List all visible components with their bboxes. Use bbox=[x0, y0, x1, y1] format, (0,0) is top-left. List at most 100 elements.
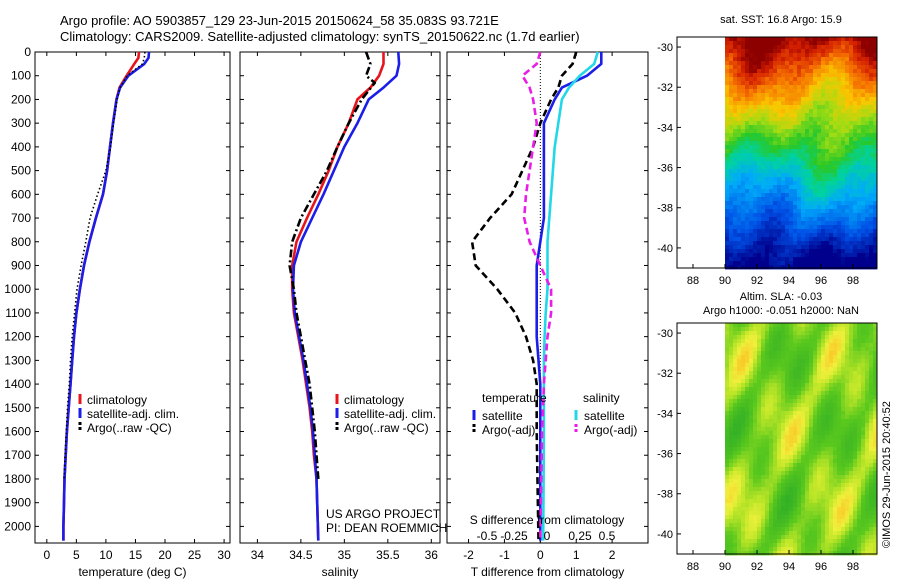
sst-map-xtick-label: 98 bbox=[847, 275, 859, 287]
sst-map-ytick-label: -30 bbox=[657, 42, 673, 54]
sla-map-ytick-label: -34 bbox=[657, 408, 673, 420]
sla-map-xtick-label: 92 bbox=[751, 561, 763, 573]
sla-map-ytick-label: -38 bbox=[657, 489, 673, 501]
depth-tick-label: 200 bbox=[11, 92, 31, 106]
sla-map-xtick-label: 94 bbox=[783, 561, 795, 573]
depth-tick-label: 1800 bbox=[4, 472, 31, 486]
depth-tick-label: 700 bbox=[11, 211, 31, 225]
temperature-xtick-label: 10 bbox=[99, 548, 113, 562]
sla-map-ytick-label: -30 bbox=[657, 328, 673, 340]
salinity-frame bbox=[239, 51, 441, 544]
diff-legend-item: Argo(-adj) bbox=[584, 423, 637, 437]
sst-map-xtick-label: 94 bbox=[783, 275, 795, 287]
depth-tick-label: 1500 bbox=[4, 401, 31, 415]
diff-legend-item: satellite bbox=[482, 409, 523, 423]
temperature-xtick-label: 20 bbox=[158, 548, 172, 562]
header-line-2: Climatology: CARS2009. Satellite-adjuste… bbox=[60, 29, 580, 44]
depth-tick-label: 100 bbox=[11, 69, 31, 83]
temperature-legend-item: Argo(..raw -QC) bbox=[87, 421, 172, 435]
salinity-xtick-label: 34.5 bbox=[289, 548, 313, 562]
sst-map-xtick-label: 90 bbox=[719, 275, 731, 287]
pi-annotation: PI: DEAN ROEMMICH bbox=[326, 521, 447, 535]
depth-tick-label: 400 bbox=[11, 140, 31, 154]
depth-tick-label: 0 bbox=[24, 45, 31, 59]
salinity-xlabel: salinity bbox=[322, 565, 359, 579]
sst-map-ytick-label: -40 bbox=[657, 243, 673, 255]
salinity-xtick-label: 34 bbox=[251, 548, 265, 562]
sst-map-xtick-label: 88 bbox=[687, 275, 699, 287]
depth-tick-label: 1200 bbox=[4, 330, 31, 344]
depth-tick-label: 1600 bbox=[4, 425, 31, 439]
depth-tick-label: 500 bbox=[11, 164, 31, 178]
difference-series-argo-adj- bbox=[470, 51, 578, 541]
depth-tick-label: 1100 bbox=[5, 306, 31, 320]
difference-xtick-label: 1 bbox=[573, 548, 580, 562]
diff-xtick2-label: 0.25 bbox=[568, 529, 592, 543]
sst-map-ytick-label: -36 bbox=[657, 163, 673, 175]
temperature-xtick-label: 5 bbox=[73, 548, 80, 562]
salinity-legend-item: Argo(..raw -QC) bbox=[344, 421, 429, 435]
difference-xtick-label: 2 bbox=[609, 548, 616, 562]
temperature-xlabel: temperature (deg C) bbox=[78, 565, 186, 579]
diff-legend-title-temperature: temperature bbox=[482, 391, 547, 405]
depth-tick-label: 300 bbox=[11, 116, 31, 130]
sst-map-ytick-label: -34 bbox=[657, 122, 673, 134]
depth-tick-label: 800 bbox=[11, 235, 31, 249]
temperature-xtick-label: 15 bbox=[129, 548, 143, 562]
salinity-xtick-label: 35 bbox=[338, 548, 352, 562]
sla-map-ytick-label: -36 bbox=[657, 449, 673, 461]
sst-map-title: sat. SST: 16.8 Argo: 15.9 bbox=[720, 14, 842, 26]
sla-map-ytick-label: -32 bbox=[657, 368, 673, 380]
sst-map-border bbox=[676, 36, 878, 269]
sla-map-title-2: Argo h1000: -0.051 h2000: NaN bbox=[703, 305, 859, 317]
sst-map-xtick-label: 96 bbox=[815, 275, 827, 287]
sst-map-ytick-label: -38 bbox=[657, 203, 673, 215]
sla-map-xtick-label: 96 bbox=[815, 561, 827, 573]
copyright-stamp: ©IMOS 29-Jun-2015 20:40:52 bbox=[881, 401, 893, 548]
salinity-xtick-label: 35.5 bbox=[376, 548, 400, 562]
depth-tick-label: 1000 bbox=[4, 282, 31, 296]
sla-map-xtick-label: 88 bbox=[687, 561, 699, 573]
difference-series-argo-adj- bbox=[521, 51, 553, 541]
diff-xtick2-label: 0.5 bbox=[599, 529, 616, 543]
depth-tick-label: 600 bbox=[11, 187, 31, 201]
salinity-legend-item: climatology bbox=[344, 393, 404, 407]
sst-map-ytick-label: -32 bbox=[657, 82, 673, 94]
depth-tick-label: 2000 bbox=[4, 519, 31, 533]
depth-tick-label: 1700 bbox=[4, 448, 31, 462]
diff-xtick2-label: 0 bbox=[544, 529, 551, 543]
diff-legend-item: satellite bbox=[584, 409, 625, 423]
depth-tick-label: 900 bbox=[11, 258, 31, 272]
sst-map-xtick-label: 92 bbox=[751, 275, 763, 287]
sla-map-field bbox=[725, 323, 878, 556]
depth-tick-label: 1300 bbox=[4, 353, 31, 367]
sla-map-ytick-label: -40 bbox=[657, 529, 673, 541]
depth-tick-label: 1900 bbox=[4, 496, 31, 510]
diff-legend-item: Argo(-adj) bbox=[482, 423, 535, 437]
diff-xtick2-label: -0.25 bbox=[500, 529, 528, 543]
temperature-xtick-label: 0 bbox=[43, 548, 50, 562]
diff-xtick2-label: -0.5 bbox=[477, 529, 498, 543]
sla-map-xtick-label: 98 bbox=[847, 561, 859, 573]
salinity-series-argo-raw-qc- bbox=[288, 51, 377, 480]
difference-xtick-label: 0 bbox=[537, 548, 544, 562]
header-line-1: Argo profile: AO 5903857_129 23-Jun-2015… bbox=[60, 13, 499, 28]
temperature-frame bbox=[34, 51, 231, 544]
salinity-series-satellite-adj-clim- bbox=[291, 51, 401, 541]
depth-tick-label: 1400 bbox=[4, 377, 31, 391]
diff-legend-title-salinity: salinity bbox=[583, 391, 620, 405]
sla-map-border bbox=[676, 322, 878, 555]
temperature-legend-item: climatology bbox=[87, 393, 147, 407]
salinity-xtick-label: 36 bbox=[425, 548, 439, 562]
difference-series-satellite bbox=[535, 52, 603, 541]
temperature-xtick-label: 25 bbox=[188, 548, 202, 562]
sla-map-title-1: Altim. SLA: -0.03 bbox=[739, 291, 823, 303]
difference-xlabel: T difference from climatology bbox=[471, 565, 625, 579]
difference-xtick-label: -1 bbox=[499, 548, 510, 562]
temperature-legend-item: satellite-adj. clim. bbox=[87, 407, 179, 421]
diff-xlabel-salinity: S difference from climatology bbox=[470, 513, 625, 527]
sla-map-xtick-label: 90 bbox=[719, 561, 731, 573]
project-annotation: US ARGO PROJECT bbox=[326, 507, 441, 521]
temperature-xtick-label: 30 bbox=[217, 548, 231, 562]
